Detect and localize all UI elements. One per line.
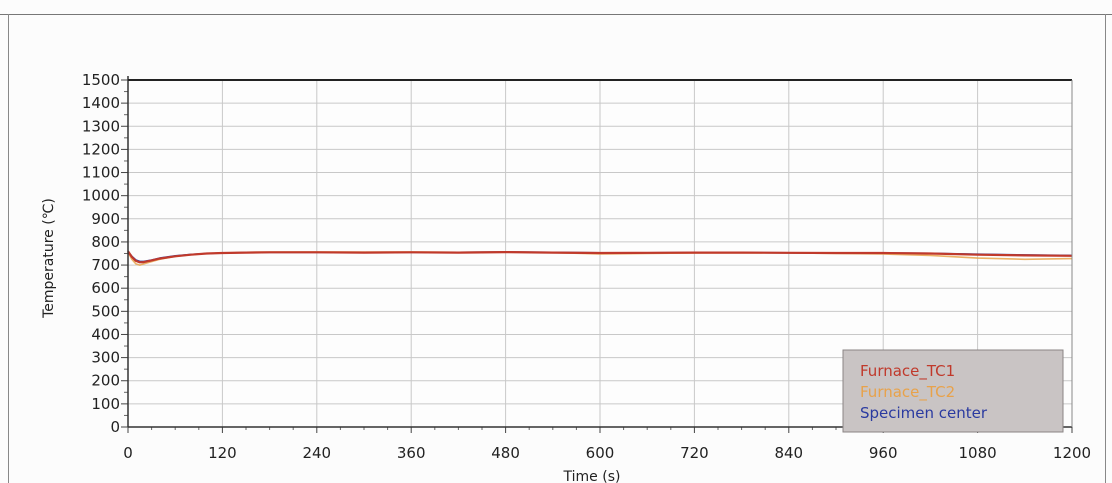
y-tick-label: 1300 [82,117,120,135]
y-tick-label: 400 [91,325,120,343]
y-tick-label: 1100 [82,164,120,182]
tick-label-layer: 0100200300400500600700800900100011001200… [82,71,1091,462]
x-tick-label: 0 [123,444,133,462]
x-tick-label: 1200 [1053,444,1091,462]
frame-left-border [8,14,9,483]
y-tick-label: 200 [91,372,120,390]
x-tick-label: 840 [774,444,803,462]
y-tick-label: 700 [91,256,120,274]
x-axis-title: Time (s) [563,469,621,483]
y-tick-label: 0 [110,418,120,436]
frame-right-border [1105,14,1106,483]
legend: Furnace_TC1 Furnace_TC2 Specimen center [842,349,1064,433]
x-tick-label: 120 [208,444,237,462]
y-tick-label: 500 [91,302,120,320]
x-tick-label: 240 [302,444,331,462]
legend-entry-specimen-center: Specimen center [860,404,988,422]
x-tick-label: 360 [397,444,426,462]
x-tick-label: 480 [491,444,520,462]
frame-top-border [0,14,1112,15]
y-tick-label: 600 [91,279,120,297]
y-tick-label: 1000 [82,187,120,205]
y-tick-label: 300 [91,349,120,367]
y-tick-label: 900 [91,210,120,228]
x-tick-label: 1080 [959,444,997,462]
x-tick-label: 720 [680,444,709,462]
y-tick-label: 1200 [82,140,120,158]
legend-entry-furnace-tc1: Furnace_TC1 [860,362,955,381]
y-tick-label: 1400 [82,94,120,112]
series-line-furnace-tc1 [127,250,1073,264]
x-tick-label: 600 [586,444,615,462]
legend-entry-furnace-tc2: Furnace_TC2 [860,383,955,402]
y-tick-label: 100 [91,395,120,413]
legend-box [842,349,1064,433]
y-tick-label: 1500 [82,71,120,89]
x-tick-label: 960 [869,444,898,462]
series-layer [127,250,1073,266]
y-tick-label: 800 [91,233,120,251]
y-axis-title: Temperature (℃) [41,198,57,319]
